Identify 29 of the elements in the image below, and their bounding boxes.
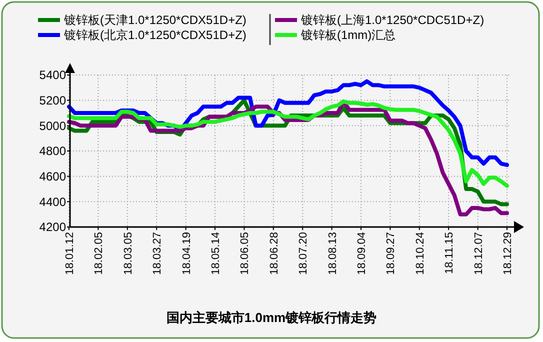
- x-tick-label: 18.04.19: [180, 232, 193, 275]
- y-tick-label: 4200: [39, 220, 66, 234]
- y-tick-label: 5200: [39, 94, 66, 108]
- legend-label: 镀锌板(上海1.0*1250*CDC51D+Z): [300, 13, 484, 28]
- x-tick-label: 18.02.05: [93, 232, 106, 275]
- y-tick-label: 4600: [39, 170, 66, 184]
- y-tick-label: 4800: [39, 144, 66, 158]
- y-tick-label: 5000: [39, 118, 66, 133]
- x-tick-label: 18.12.07: [472, 232, 485, 275]
- x-tick-label: 18.09.27: [385, 232, 398, 275]
- y-tick-label: 4400: [39, 194, 66, 209]
- text: 国内主要城市1.0mm镀锌板行情走势: [166, 310, 377, 325]
- x-tick-label: 18.05.14: [210, 232, 222, 275]
- y-tick-label: 5400: [39, 68, 66, 82]
- legend-label: 镀锌板(北京1.0*1250*CDX51D+Z): [63, 28, 246, 42]
- x-tick-label: 18.03.27: [152, 232, 164, 275]
- x-tick-label: 18.11.15: [444, 232, 456, 274]
- x-tick-label: 18.03.05: [122, 232, 134, 275]
- x-tick-label: 18.08.13: [326, 232, 339, 275]
- x-tick-label: 18.12.29: [502, 232, 514, 275]
- x-tick-label: 18.10.24: [414, 232, 426, 275]
- x-tick-label: 18.06.05: [239, 232, 252, 275]
- legend-label: 镀锌板(天津1.0*1250*CDX51D+Z): [63, 13, 246, 28]
- x-tick-label: 18.01.12: [64, 232, 76, 275]
- x-tick-label: 18.09.04: [356, 232, 368, 275]
- line-series: [67, 100, 509, 188]
- legend-label: 镀锌板(1mm)汇总: [300, 28, 396, 42]
- x-tick-label: 18.07.20: [298, 232, 310, 275]
- x-tick-label: 18.06.28: [268, 232, 280, 275]
